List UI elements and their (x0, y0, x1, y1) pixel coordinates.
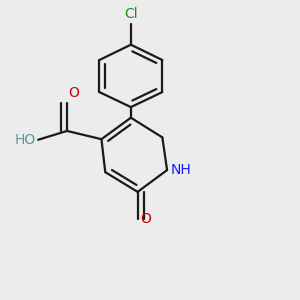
Text: O: O (68, 86, 80, 100)
Text: NH: NH (171, 163, 191, 177)
Text: O: O (141, 212, 152, 226)
Text: HO: HO (15, 133, 36, 147)
Text: Cl: Cl (124, 7, 138, 21)
